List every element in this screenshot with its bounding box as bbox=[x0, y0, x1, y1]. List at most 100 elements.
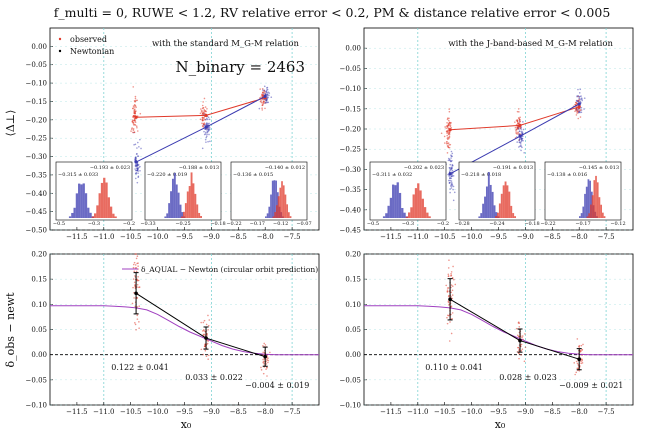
bottom-right-scatter-point bbox=[446, 322, 449, 325]
top-left-observed-scatter-point bbox=[203, 112, 205, 114]
top-right-inset-xtick-label: −0.18 bbox=[524, 221, 539, 227]
top-left-observed-scatter-point bbox=[134, 112, 136, 115]
top-right-inset-newton-bar bbox=[385, 213, 388, 218]
top-right-newtonian-scatter-point bbox=[577, 95, 580, 97]
top-right-inset-newton-bar bbox=[493, 205, 496, 218]
top-right-newtonian-scatter-point bbox=[583, 97, 586, 99]
top-left-newtonian-scatter-point bbox=[208, 118, 211, 121]
top-right-inset-newton-bar bbox=[495, 212, 498, 218]
bottom-right-scatter-point bbox=[445, 284, 447, 287]
bottom-right-annotation: 0.028 ± 0.023 bbox=[499, 373, 557, 382]
top-left-inset-observed-bar bbox=[274, 212, 277, 218]
top-left-inset-newton-bar bbox=[181, 212, 184, 218]
top-right-inset-observed-bar bbox=[504, 181, 507, 218]
top-left-observed-scatter-point bbox=[261, 94, 264, 97]
top-right-ytick-label: −0.45 bbox=[340, 227, 361, 235]
top-left-newtonian-scatter-point bbox=[135, 158, 137, 160]
top-right-newtonian-scatter-point bbox=[580, 106, 583, 109]
top-left-newtonian-scatter-point bbox=[137, 163, 140, 166]
top-right-newtonian-scatter-point bbox=[577, 88, 579, 91]
top-left-observed-scatter-point bbox=[136, 130, 139, 132]
bottom-right-scatter-point bbox=[576, 362, 579, 365]
top-left-legend-newtonian-marker bbox=[58, 49, 62, 53]
top-right-inset-newton-bar bbox=[387, 205, 390, 218]
top-right-observed-scatter-point bbox=[516, 133, 518, 135]
top-left-inset-xtick-label: −0.5 bbox=[53, 221, 65, 227]
bottom-left-scatter-point bbox=[133, 261, 136, 264]
top-left-observed-scatter-point bbox=[133, 123, 136, 126]
bottom-left-scatter-point bbox=[203, 319, 206, 322]
bottom-left-xtick-label: −8.0 bbox=[257, 408, 274, 416]
top-right-inset-newton-bar bbox=[491, 191, 494, 218]
bottom-left-scatter-point bbox=[136, 286, 138, 288]
top-left-inset-xtick-label: −0.17 bbox=[250, 221, 265, 227]
top-left-observed-scatter-point bbox=[130, 128, 133, 130]
top-left-newtonian-scatter-point bbox=[262, 89, 264, 91]
top-right-inset-frame bbox=[369, 161, 447, 221]
top-left-observed-scatter-point bbox=[203, 110, 206, 112]
bottom-left-scatter-point bbox=[135, 270, 138, 273]
bottom-right-ytick-label: 0.15 bbox=[345, 276, 361, 284]
bottom-left-scatter-point bbox=[136, 306, 139, 308]
top-left-newtonian-scatter-point bbox=[266, 96, 269, 98]
top-left-inset-newton-bar bbox=[68, 216, 72, 218]
top-left-inset-observed-bar bbox=[96, 205, 99, 218]
top-left-inset-observed-bar bbox=[282, 185, 285, 218]
top-right-newtonian-point bbox=[518, 134, 522, 138]
figure-title: f_multi = 0, RUWE < 1.2, RV relative err… bbox=[54, 5, 611, 20]
top-left-inset-newton-bar bbox=[173, 172, 176, 218]
top-right-newtonian-scatter-point bbox=[522, 121, 524, 123]
top-left-newtonian-scatter-point bbox=[209, 140, 211, 143]
bottom-right-scatter-point bbox=[450, 291, 452, 294]
top-left-inset-observed-bar bbox=[114, 216, 117, 218]
top-left-observed-scatter-point bbox=[132, 107, 134, 110]
bottom-left-scatter-point bbox=[202, 333, 205, 336]
top-left-inset-newton-bar bbox=[275, 180, 277, 218]
bottom-right-scatter-point bbox=[518, 326, 521, 328]
top-right-inset-observed-bar bbox=[498, 203, 501, 218]
top-right-ytick-label: −0.15 bbox=[340, 105, 361, 113]
top-right-newtonian-scatter-point bbox=[519, 142, 522, 144]
top-right-inset-newton-bar bbox=[478, 216, 481, 218]
top-right-observed-scatter-point bbox=[446, 134, 449, 137]
top-right-observed-scatter-point bbox=[516, 122, 519, 124]
bottom-left-scatter-point bbox=[136, 314, 139, 317]
bottom-left-scatter-point bbox=[203, 345, 206, 347]
bottom-left-scatter-point bbox=[135, 328, 137, 331]
top-right-observed-point bbox=[518, 123, 522, 127]
top-left-ytick-label: −0.50 bbox=[26, 227, 47, 235]
top-left-inset-observed-bar bbox=[192, 183, 195, 218]
top-right-observed-scatter-point bbox=[576, 110, 578, 113]
bottom-left-scatter-point bbox=[207, 324, 210, 327]
bottom-left-scatter-point bbox=[136, 255, 139, 258]
bottom-left-scatter-point bbox=[264, 344, 267, 346]
top-left-observed-scatter-point bbox=[134, 121, 137, 124]
top-left-inset-observed-bar bbox=[272, 216, 275, 218]
top-right-inset-newton-bar bbox=[480, 213, 483, 218]
top-right-newtonian-scatter-point bbox=[447, 173, 449, 176]
top-left-newtonian-scatter-point bbox=[206, 129, 208, 131]
top-right-observed-scatter-point bbox=[518, 111, 520, 113]
top-right-inset-newton-bar bbox=[396, 182, 399, 218]
bottom-right-xtick-label: −11.5 bbox=[380, 408, 401, 416]
top-right-newtonian-scatter-point bbox=[449, 159, 451, 162]
top-left-observed-scatter-point bbox=[200, 108, 202, 110]
top-left-newtonian-scatter-point bbox=[266, 97, 269, 99]
top-right-inset-observed-label: −0.191 ± 0.013 bbox=[493, 165, 533, 171]
bottom-left-ytick-label: −0.05 bbox=[26, 376, 47, 384]
top-left-xtick-label: −11.5 bbox=[66, 233, 87, 241]
top-left-inset-newton-label: −0.220 ± 0.019 bbox=[147, 172, 187, 178]
bottom-right-scatter-point bbox=[581, 359, 583, 362]
bottom-left-xtick-label: −11.0 bbox=[93, 408, 114, 416]
bottom-left-scatter-point bbox=[208, 319, 211, 321]
top-right-newtonian-scatter-point bbox=[518, 138, 521, 141]
bottom-left-scatter-point bbox=[135, 257, 138, 260]
bottom-left-scatter-point bbox=[263, 362, 265, 365]
top-left-newtonian-scatter-point bbox=[205, 141, 207, 143]
top-right-xtick-label: −11.0 bbox=[407, 233, 428, 241]
top-left-observed-scatter-point bbox=[133, 119, 136, 121]
top-left-newtonian-scatter-point bbox=[203, 133, 206, 136]
bottom-left-scatter-point bbox=[260, 369, 263, 371]
top-left-observed-scatter-point bbox=[203, 122, 206, 124]
top-left-legend-observed-marker bbox=[58, 37, 62, 41]
